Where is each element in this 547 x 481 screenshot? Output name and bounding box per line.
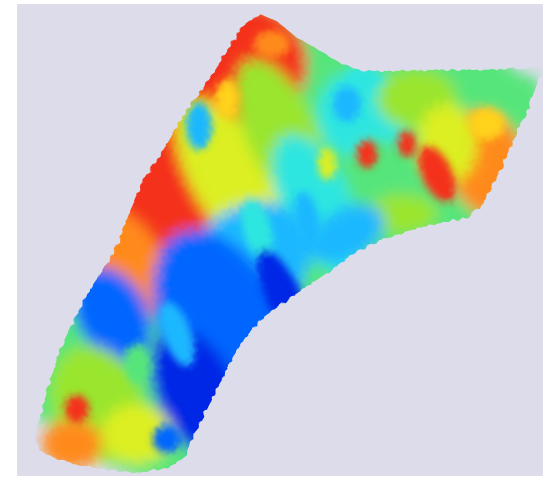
field-blob [469, 108, 505, 140]
field-blob [333, 86, 361, 122]
field-blob [125, 344, 149, 384]
field-blob [72, 267, 152, 361]
field-blob [102, 404, 172, 464]
field-blob [346, 69, 378, 89]
field-blob [159, 301, 195, 367]
field-blob [398, 131, 416, 157]
field-blob [186, 102, 212, 150]
field-blob [241, 199, 273, 259]
field-blob [215, 79, 239, 119]
field-blob [294, 191, 320, 247]
field-blob [318, 148, 336, 180]
field-blob [367, 194, 437, 234]
field-blob [65, 395, 89, 423]
field-blob [42, 419, 102, 469]
field-blob [153, 425, 181, 453]
field-blob [418, 146, 456, 202]
field-blob [254, 30, 290, 58]
render-viewport[interactable] [17, 4, 543, 476]
heatmap-surface [17, 4, 543, 476]
field-blob [357, 140, 377, 168]
